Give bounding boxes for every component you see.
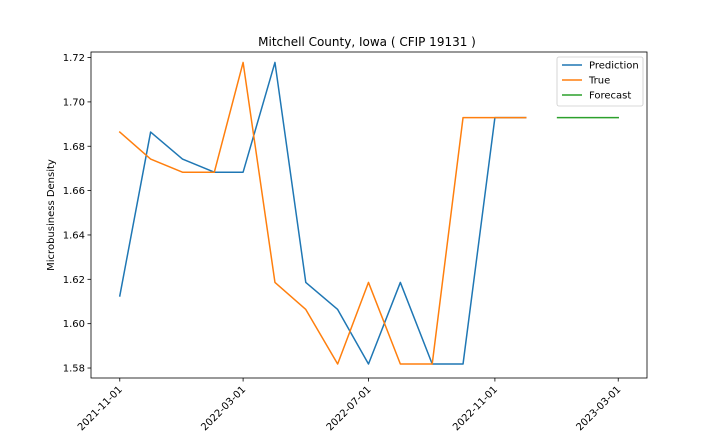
y-tick-label: 1.72 xyxy=(63,53,85,64)
x-tick-label: 2022-03-01 xyxy=(199,384,248,432)
x-tick-label: 2022-07-01 xyxy=(325,384,374,432)
series-line-true xyxy=(118,61,527,365)
chart-title: Mitchell County, Iowa ( CFIP 19131 ) xyxy=(258,35,476,49)
y-tick-label: 1.70 xyxy=(63,97,85,108)
y-tick-label: 1.58 xyxy=(63,364,85,375)
y-tick-label: 1.60 xyxy=(63,319,85,330)
axes: 1.58 1.60 1.62 1.64 1.66 1.68 1.70 1.72 2021-11-… xyxy=(63,51,648,432)
axes-frame xyxy=(90,51,648,379)
x-tick-label: 2021-11-01 xyxy=(76,384,125,432)
plot-area xyxy=(118,61,619,365)
y-tick-label: 1.64 xyxy=(63,230,85,241)
y-tick-label: 1.68 xyxy=(63,142,85,153)
legend-label-prediction: Prediction xyxy=(589,61,639,72)
x-tick-label: 2022-11-01 xyxy=(451,384,500,432)
x-tick-label: 2023-03-01 xyxy=(574,384,623,432)
legend-label-forecast: Forecast xyxy=(589,91,631,102)
y-axis-label: Microbusiness Density xyxy=(46,159,57,271)
legend: Prediction True Forecast xyxy=(556,56,644,107)
y-tick-label: 1.66 xyxy=(63,186,85,197)
legend-frame xyxy=(556,56,644,107)
series-line-prediction xyxy=(118,61,527,365)
legend-label-true: True xyxy=(588,76,610,87)
y-tick-label: 1.62 xyxy=(63,275,85,286)
